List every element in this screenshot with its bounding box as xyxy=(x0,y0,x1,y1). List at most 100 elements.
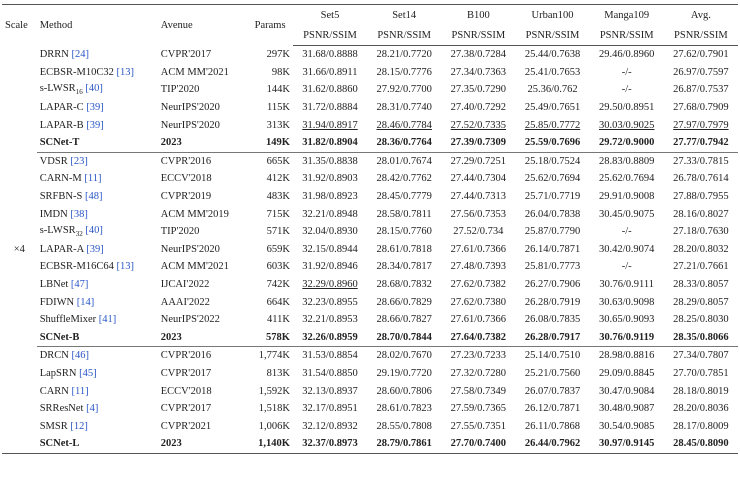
score-cell: 32.37/0.8973 xyxy=(292,435,368,454)
table-row: SRResNet [4] CVPR'2017 1,518K 32.17/0.8951 2… xyxy=(2,400,738,418)
citation: [23] xyxy=(70,155,88,167)
method-name: SMSR xyxy=(39,420,68,432)
header-cell: Params xyxy=(247,4,293,46)
method-cell: LAPAR-A [39] xyxy=(37,241,158,259)
params-cell: 813K xyxy=(266,367,290,379)
method-name: FDIWN xyxy=(39,296,75,308)
scale-cell: ×4 xyxy=(2,45,37,454)
method-name: LAPAR-A xyxy=(39,243,84,255)
score-cell: 28.16/0.8027 xyxy=(673,208,729,220)
method-name: ECBSR-M10C32 xyxy=(39,66,114,78)
score-cell: 30.47/0.9084 xyxy=(598,385,655,397)
score-cell: 27.39/0.7309 xyxy=(441,133,516,153)
score-cell: 28.01/0.7674 xyxy=(376,155,432,167)
table-row: s-LWSR16 [40] TIP'2020 144K 31.62/0.8860 27.… xyxy=(2,81,738,99)
table-row: LapSRN [45] CVPR'2017 813K 31.54/0.8850 29.1… xyxy=(2,365,738,383)
score-cell: 31.72/0.8884 xyxy=(302,102,358,114)
citation: [38] xyxy=(70,208,88,220)
score-cell: 28.66/0.7829 xyxy=(376,296,432,308)
method-cell: SCNet-L xyxy=(36,435,158,454)
dataset-name: Set14 xyxy=(367,4,442,25)
params-cell: 715K xyxy=(266,208,290,220)
score-cell: 28.15/0.7776 xyxy=(376,66,432,78)
score-cell: 30.48/0.9087 xyxy=(598,403,655,415)
score-cell: 32.26/0.8959 xyxy=(292,328,368,348)
avenue-cell: 2023 xyxy=(157,328,248,348)
citation: [48] xyxy=(84,191,103,203)
score-cell: 25.44/0.7638 xyxy=(524,49,581,61)
method-name: VDSR xyxy=(39,155,68,167)
score-cell: 28.45/0.8090 xyxy=(663,435,738,454)
params-cell: 1,006K xyxy=(258,420,290,432)
score-cell: 27.59/0.7365 xyxy=(450,403,507,415)
table-row: SCNet-T 2023 149K 31.82/0.8904 28.36/0.7764 2… xyxy=(2,133,738,153)
score-cell: 25.49/0.7651 xyxy=(524,102,581,114)
score-cell: 27.48/0.7393 xyxy=(450,261,507,273)
avenue-cell: CVPR'2017 xyxy=(160,403,212,415)
citation: [47] xyxy=(70,279,89,291)
avenue-cell: NeurIPS'2022 xyxy=(160,314,220,326)
score-cell: 28.68/0.7832 xyxy=(376,279,432,291)
score-cell: 27.34/0.7363 xyxy=(450,66,507,78)
avenue-cell: CVPR'2021 xyxy=(160,420,212,432)
table-row: IMDN [38] ACM MM'2019 715K 32.21/0.8948 28.5… xyxy=(2,205,738,223)
score-cell: 31.92/0.8903 xyxy=(302,173,358,185)
score-cell: 26.11/0.7868 xyxy=(525,420,581,432)
table-row: ECBSR-M10C32 [13] ACM MM'2021 98K 31.66/0.8… xyxy=(2,64,738,82)
score-cell: 28.42/0.7762 xyxy=(376,173,432,185)
method-name: ShuffleMixer xyxy=(39,314,97,326)
score-cell: 25.87/0.7790 xyxy=(524,226,581,238)
score-cell: 31.94/0.8917 xyxy=(302,119,358,131)
method-cell: LapSRN [45] xyxy=(37,365,158,383)
table-row: SCNet-L 2023 1,140K 32.37/0.8973 28.79/0.786… xyxy=(2,435,738,454)
method-cell: ECBSR-M16C64 [13] xyxy=(37,258,158,276)
table-row: DRCN [46] CVPR'2016 1,774K 31.53/0.8854 28.0… xyxy=(2,347,738,365)
citation: [11] xyxy=(71,385,89,397)
method-name: SCNet-L xyxy=(39,438,80,450)
score-cell: 28.15/0.7760 xyxy=(376,226,432,238)
score-cell: 26.28/0.7917 xyxy=(515,328,590,348)
score-cell: -/- xyxy=(621,226,632,238)
score-cell: 27.97/0.7979 xyxy=(673,119,729,131)
avenue-cell: ACM MM'2021 xyxy=(160,66,229,78)
params-cell: 664K xyxy=(266,296,290,308)
params-cell: 603K xyxy=(266,261,290,273)
method-subscript: 32 xyxy=(75,230,83,239)
score-cell: 32.17/0.8951 xyxy=(302,403,358,415)
params-cell: 1,140K xyxy=(247,435,293,454)
method-name: LBNet xyxy=(39,279,69,291)
dataset-name: Urban100 xyxy=(515,4,590,25)
params-cell: 412K xyxy=(266,173,290,185)
score-cell: 30.42/0.9074 xyxy=(598,243,655,255)
method-name: s-LWSR xyxy=(39,225,76,237)
score-cell: -/- xyxy=(621,84,632,96)
score-cell: 27.38/0.7284 xyxy=(450,49,507,61)
score-cell: 27.40/0.7292 xyxy=(450,102,507,114)
citation: [45] xyxy=(79,367,97,379)
metric-name: PSNR/SSIM xyxy=(441,25,516,46)
score-cell: 25.21/0.7560 xyxy=(524,367,581,379)
method-name: LAPAR-C xyxy=(39,102,84,114)
score-cell: 25.18/0.7524 xyxy=(524,155,581,167)
score-cell: 26.27/0.7906 xyxy=(524,279,581,291)
metric-name: PSNR/SSIM xyxy=(292,25,368,46)
avenue-cell: 2023 xyxy=(157,435,248,454)
score-cell: 27.18/0.7630 xyxy=(673,226,729,238)
score-cell: 31.54/0.8850 xyxy=(302,367,358,379)
citation: [46] xyxy=(71,350,90,362)
page: Scale Method Avenue Params Set5 Set14 B100… xyxy=(0,4,740,480)
score-cell: 28.35/0.8066 xyxy=(663,328,738,348)
method-name: ECBSR-M16C64 xyxy=(39,261,114,273)
score-cell: 27.44/0.7304 xyxy=(450,173,507,185)
params-cell: 115K xyxy=(266,102,290,114)
table-body: ×4 DRRN [24] CVPR'2017 297K 31.68/0.8888 28.2… xyxy=(2,45,738,454)
score-cell: 28.33/0.8057 xyxy=(673,279,729,291)
params-cell: 149K xyxy=(247,133,293,153)
avenue-cell: CVPR'2017 xyxy=(160,367,212,379)
method-cell: LAPAR-C [39] xyxy=(37,99,158,117)
method-name: s-LWSR xyxy=(39,83,76,95)
score-cell: 26.14/0.7871 xyxy=(524,243,581,255)
params-cell: 1,592K xyxy=(258,385,290,397)
header-cell: Method xyxy=(36,4,158,46)
score-cell: 27.44/0.7313 xyxy=(450,191,507,203)
